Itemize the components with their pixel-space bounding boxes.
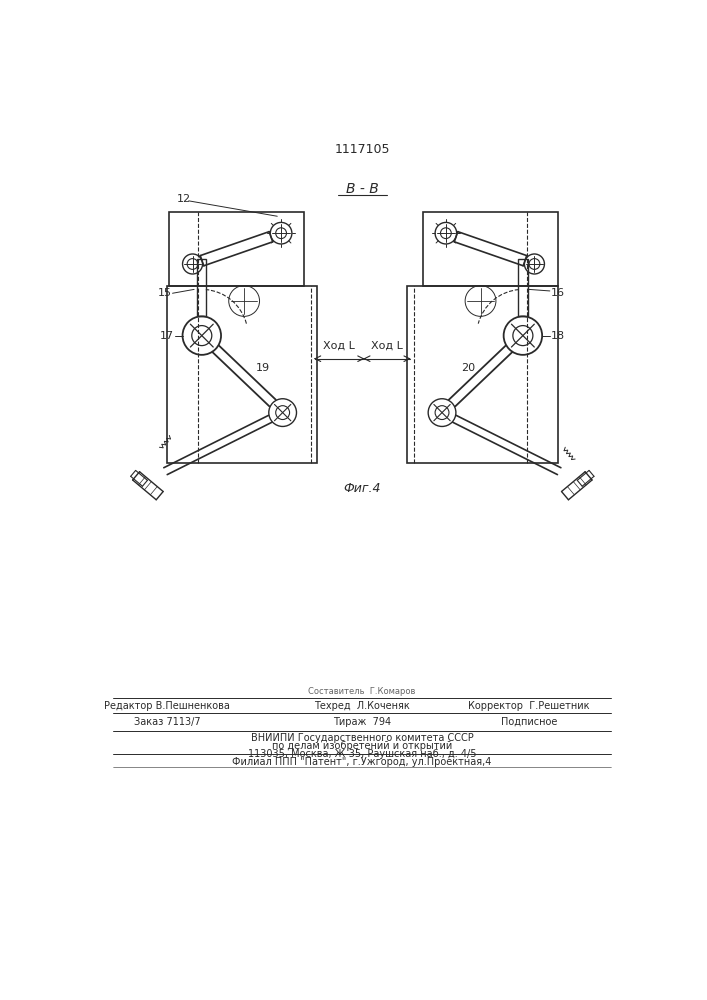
Text: Ход L: Ход L — [371, 341, 403, 351]
Text: B - B: B - B — [346, 182, 378, 196]
Text: 1117105: 1117105 — [334, 143, 390, 156]
Bar — [167, 286, 317, 463]
Text: ВНИИПИ Государственного комитета СССР: ВНИИПИ Государственного комитета СССР — [250, 733, 473, 743]
Text: Техред  Л.Коченяк: Техред Л.Коченяк — [314, 701, 410, 711]
Bar — [407, 286, 558, 463]
Text: 16: 16 — [551, 288, 564, 298]
Text: по делам изобретений и открытий: по делам изобретений и открытий — [271, 741, 452, 751]
Text: Тираж  794: Тираж 794 — [333, 717, 391, 727]
Text: 15: 15 — [158, 288, 172, 298]
Text: 19: 19 — [256, 363, 270, 373]
Text: Филиал ППП "Патент", г.Ужгород, ул.Проектная,4: Филиал ППП "Патент", г.Ужгород, ул.Проек… — [233, 757, 491, 767]
Text: 12: 12 — [177, 194, 192, 204]
Text: 113035, Москва, Ж-35, Раушская наб., д. 4/5: 113035, Москва, Ж-35, Раушская наб., д. … — [247, 749, 477, 759]
Bar — [518, 259, 527, 316]
Text: 17: 17 — [160, 331, 174, 341]
Text: Ход L: Ход L — [323, 341, 355, 351]
Text: Редактор В.Пешненкова: Редактор В.Пешненкова — [104, 701, 230, 711]
Bar — [423, 212, 558, 286]
Text: Подписное: Подписное — [501, 717, 557, 727]
Text: Фиг.4: Фиг.4 — [343, 482, 380, 495]
Bar — [170, 212, 304, 286]
Text: 20: 20 — [461, 363, 475, 373]
Text: 18: 18 — [551, 331, 565, 341]
Text: Составитель  Г.Комаров: Составитель Г.Комаров — [308, 687, 416, 696]
Bar — [197, 259, 206, 316]
Text: Заказ 7113/7: Заказ 7113/7 — [134, 717, 201, 727]
Text: Корректор  Г.Решетник: Корректор Г.Решетник — [468, 701, 590, 711]
